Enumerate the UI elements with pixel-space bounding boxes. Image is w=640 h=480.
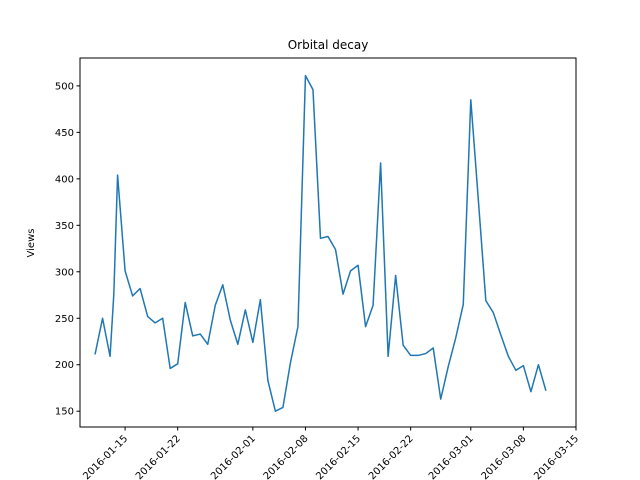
y-tick-label: 200 <box>55 360 74 371</box>
series-layer <box>94 74 547 412</box>
y-tick-label: 350 <box>55 221 74 232</box>
y-tick-label: 500 <box>55 81 74 92</box>
plot-frame <box>79 57 577 428</box>
y-axis: 150 200 250 300 350 400 450 500 <box>55 81 80 418</box>
y-tick-label: 300 <box>55 267 74 278</box>
y-tick-label: 400 <box>55 174 74 185</box>
y-tick-label: 250 <box>55 314 74 325</box>
series-line <box>94 74 547 412</box>
y-axis-label: Views <box>26 229 37 258</box>
chart-title: Orbital decay <box>288 38 369 52</box>
y-tick-label: 450 <box>55 128 74 139</box>
y-tick-label: 150 <box>55 407 74 418</box>
